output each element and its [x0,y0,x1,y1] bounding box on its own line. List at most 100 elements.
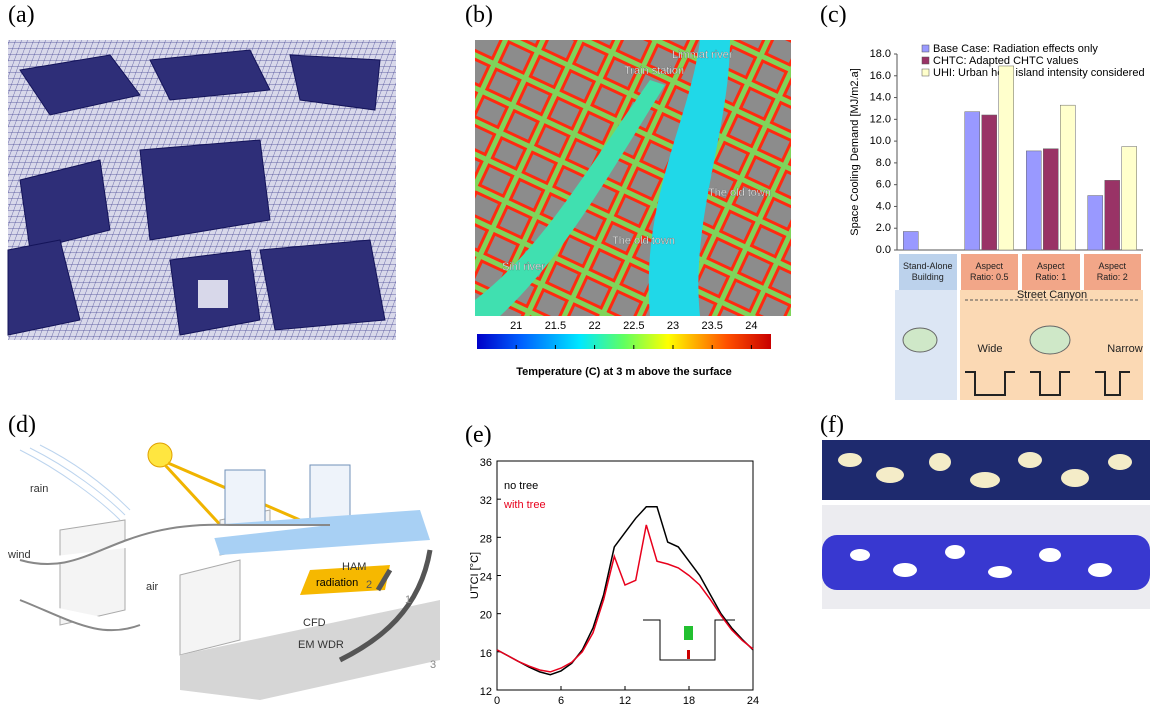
grain [1108,454,1132,470]
x-tick-label: 18 [683,695,695,705]
legend-label: Base Case: Radiation effects only [933,43,1098,55]
map-label: Limmat river [672,49,733,61]
pore [988,566,1012,578]
y-tick-label: 12.0 [870,113,891,125]
y-axis-label: UTCI [°C] [469,552,481,599]
legend-label: UHI: Urban heat island intensity conside… [933,67,1145,79]
x-tick-label: Aspect Ratio: 0.5 [961,254,1019,290]
diagram-label: 1 [405,594,411,606]
tree-trunk [687,650,690,659]
cube [60,520,125,625]
cube [180,560,240,655]
colorbar-tick-label: 22.5 [623,320,644,332]
y-tick-label: 18.0 [870,48,891,60]
bar [1026,151,1041,250]
colorbar-tick-label: 23 [667,320,679,332]
colorbar-label: Temperature (C) at 3 m above the surface [516,366,732,378]
y-tick-label: 28 [480,533,492,545]
figure-canvas: (a)(b)(c)(d)(e)(f)Limmat riverTrain stat… [0,0,1153,705]
y-tick-label: 0.0 [876,244,891,256]
figure: (a)(b)(c)(d)(e)(f)Limmat riverTrain stat… [0,0,1153,705]
map-label: Train station [624,65,684,77]
y-tick-label: 12 [480,686,492,698]
map-label: The old town [708,187,771,199]
diagram-label: air [146,581,159,593]
x-tick-label: 24 [747,695,759,705]
grain [970,472,1000,488]
legend-label: with tree [503,499,546,511]
grain [876,467,904,483]
y-tick-label: 24 [480,572,492,584]
bar [999,66,1014,250]
bar [982,115,997,250]
dome-icon [903,328,937,352]
map-label: Sihl river [502,261,545,273]
diagram-label: radiation [316,577,358,589]
y-tick-label: 8.0 [876,157,891,169]
bar [1088,196,1103,250]
tree-crown [684,626,693,640]
colorbar-tick-label: 21.5 [545,320,566,332]
y-tick-label: 4.0 [876,200,891,212]
y-tick-label: 32 [480,495,492,507]
bar [1122,147,1137,250]
pore [945,545,965,559]
bar [1060,105,1075,250]
y-tick-label: 2.0 [876,222,891,234]
y-tick-label: 36 [480,457,492,469]
panel-label: (d) [8,412,36,438]
canyon-label: Wide [977,343,1002,355]
diagram-label: CFD [303,617,326,629]
colorbar-tick-label: 23.5 [701,320,722,332]
y-tick-label: 14.0 [870,92,891,104]
diagram-label: 3 [430,659,436,671]
grain [929,453,951,471]
panel-label: (a) [8,2,35,28]
pore [850,549,870,561]
x-tick-label: 12 [619,695,631,705]
map-label: The old town [612,235,675,247]
dome-icon [1030,326,1070,354]
panel-label: (f) [820,412,844,438]
panel-label: (e) [465,422,492,448]
pore [893,563,917,577]
colorbar-tick-label: 24 [745,320,757,332]
y-tick-label: 16.0 [870,70,891,82]
grain [838,453,862,467]
diagram-label: rain [30,483,48,495]
x-tick-label: 0 [494,695,500,705]
grain [1018,452,1042,468]
bar [903,231,918,250]
pore [1039,548,1061,562]
diagram-label: HAM [342,561,366,573]
x-tick-label: 6 [558,695,564,705]
diagram-label: wind [7,549,31,561]
courtyard [198,280,228,308]
colorbar-tick-label: 21 [510,320,522,332]
building [260,240,385,330]
panel-label: (b) [465,2,493,28]
x-tick-label: Aspect Ratio: 2 [1084,254,1142,290]
y-tick-label: 16 [480,648,492,660]
y-tick-label: 10.0 [870,135,891,147]
colorbar [477,334,771,349]
x-tick-label: Aspect Ratio: 1 [1022,254,1080,290]
x-tick-label: Stand-Alone Building [899,254,957,290]
material-photo [822,440,1150,500]
bar [1043,149,1058,250]
canyon-label: Narrow [1107,343,1143,355]
y-tick-label: 20 [480,610,492,622]
pore [1088,563,1112,577]
legend-swatch [922,57,929,64]
legend-label: CHTC: Adapted CHTC values [933,55,1079,67]
canyon-label: Street Canyon [1017,289,1087,301]
legend-label: no tree [504,480,538,492]
bar [965,112,980,250]
diagram-label: 2 [366,579,372,591]
building-icon [225,470,265,525]
colorbar-tick-label: 22 [588,320,600,332]
diagram-label: EM WDR [298,639,344,651]
y-axis-label: Space Cooling Demand [MJ/m2.a] [849,68,861,236]
grain [1061,469,1089,487]
material-render-body [822,535,1150,590]
